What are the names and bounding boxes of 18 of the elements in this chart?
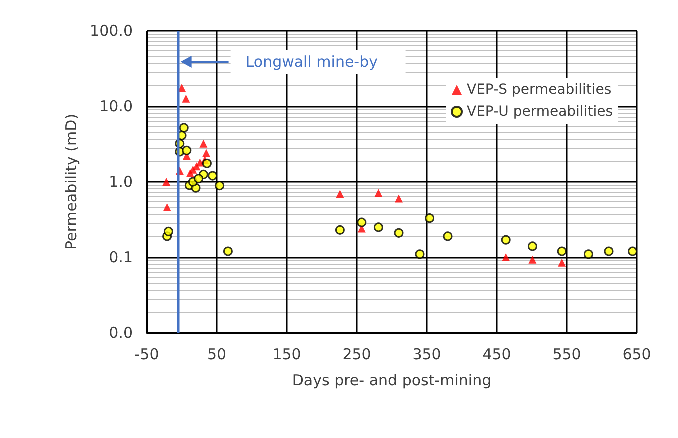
legend-label: VEP-U permeabilities bbox=[467, 104, 614, 120]
x-tick-label: 50 bbox=[207, 346, 227, 364]
x-axis-title: Days pre- and post-mining bbox=[292, 372, 492, 390]
y-tick-label: 1.0 bbox=[109, 173, 133, 191]
legend-label: VEP-S permeabilities bbox=[467, 82, 612, 98]
y-axis-title: Permeability (mD) bbox=[62, 114, 81, 250]
x-tick-label: -50 bbox=[134, 346, 160, 364]
x-tick-label: 450 bbox=[482, 346, 512, 364]
y-tick-label: 0.1 bbox=[109, 248, 133, 266]
y-tick-label: 10.0 bbox=[100, 98, 133, 116]
x-tick-label: 150 bbox=[272, 346, 302, 364]
y-tick-label: 100.0 bbox=[90, 22, 133, 40]
y-tick-label: 0.0 bbox=[109, 324, 133, 342]
x-tick-label: 350 bbox=[412, 346, 442, 364]
x-tick-label: 650 bbox=[622, 346, 652, 364]
x-tick-label: 550 bbox=[552, 346, 582, 364]
ref-line-label: Longwall mine-by bbox=[246, 53, 378, 71]
x-tick-label: 250 bbox=[342, 346, 372, 364]
